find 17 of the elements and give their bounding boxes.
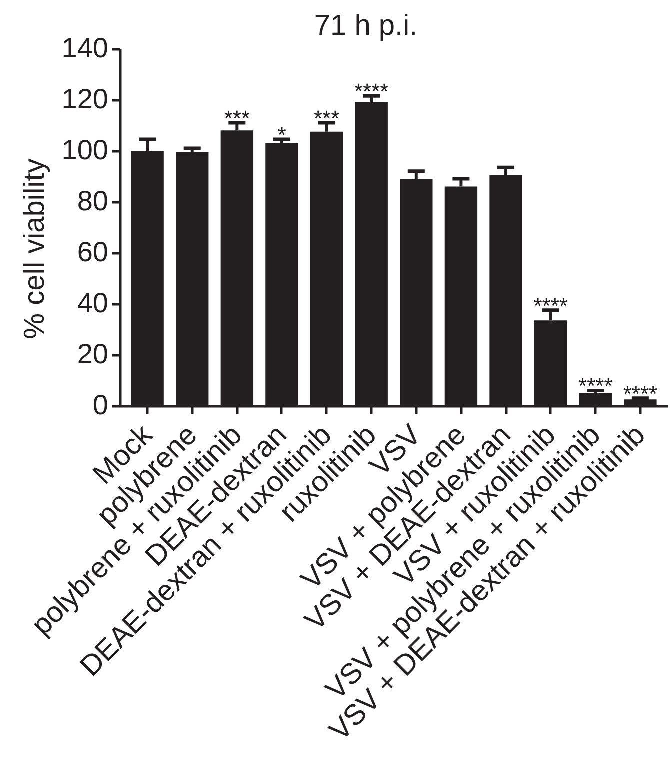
y-tick-label: 0 xyxy=(92,390,108,420)
annotation: *** xyxy=(314,106,340,131)
annotation: **** xyxy=(578,374,614,399)
annotation: * xyxy=(278,122,287,148)
y-tick-label: 100 xyxy=(62,134,108,166)
y-tick-label: 80 xyxy=(77,186,108,216)
chart-title: 71 h p.i. xyxy=(314,10,418,42)
annotation: **** xyxy=(534,293,568,318)
y-tick-label: 120 xyxy=(62,84,108,114)
y-tick-label: 60 xyxy=(77,236,108,268)
y-axis-title: % cell viability xyxy=(18,158,51,340)
y-tick-label: 40 xyxy=(77,288,108,318)
annotation: **** xyxy=(623,381,658,406)
y-tick-label: 20 xyxy=(77,338,108,370)
y-tick-label: 140 xyxy=(62,32,108,64)
annotation: *** xyxy=(224,106,250,131)
annotation: **** xyxy=(354,79,390,104)
